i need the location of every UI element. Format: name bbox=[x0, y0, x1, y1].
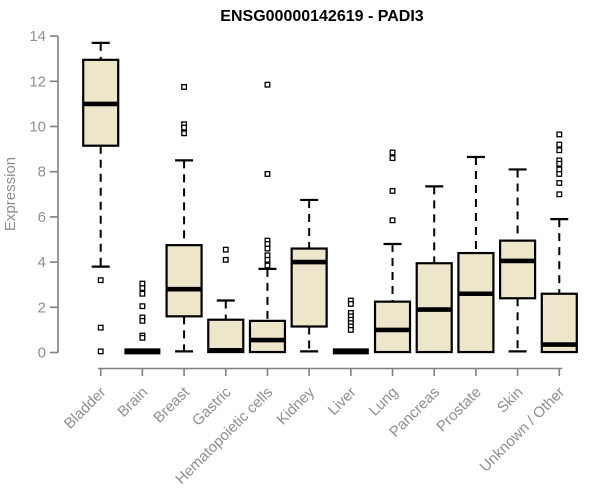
chart-title: ENSG00000142619 - PADI3 bbox=[220, 8, 423, 25]
boxplot-brain bbox=[124, 280, 161, 355]
boxplot-prostate bbox=[457, 155, 495, 354]
outlier-point bbox=[97, 324, 104, 331]
outlier-point bbox=[139, 290, 146, 297]
collapsed-median-bar bbox=[332, 348, 369, 355]
x-category-label: Kidney bbox=[274, 383, 319, 428]
outlier-point bbox=[389, 217, 396, 224]
y-tick-label: 12 bbox=[29, 73, 46, 90]
boxplot-liver bbox=[332, 297, 369, 355]
x-category-label: Skin bbox=[494, 384, 527, 417]
outlier-point bbox=[264, 81, 271, 88]
outlier-point bbox=[97, 277, 104, 284]
y-tick-label: 0 bbox=[38, 345, 46, 362]
boxplot-hematopoietic-cells bbox=[248, 81, 287, 354]
boxplot-gastric bbox=[207, 246, 245, 354]
outlier-point bbox=[347, 326, 354, 333]
outlier-point bbox=[347, 300, 354, 307]
boxplot-skin bbox=[499, 168, 537, 353]
outlier-point bbox=[181, 124, 188, 131]
x-category-label: Bladder bbox=[61, 384, 110, 433]
boxplot-pancreas bbox=[415, 185, 453, 354]
iqr-box bbox=[499, 239, 537, 300]
outlier-point bbox=[139, 303, 146, 310]
x-category-label: Brain bbox=[114, 384, 151, 421]
outlier-point bbox=[97, 348, 104, 355]
iqr-box bbox=[373, 300, 412, 354]
x-category-label: Breast bbox=[150, 383, 193, 426]
outlier-point bbox=[389, 149, 396, 156]
outlier-point bbox=[181, 84, 188, 90]
boxplot-unknown-other bbox=[540, 131, 578, 354]
y-tick-label: 6 bbox=[38, 209, 46, 226]
x-category-label: Liver bbox=[325, 384, 360, 419]
outlier-point bbox=[139, 285, 146, 292]
iqr-box bbox=[457, 251, 495, 354]
outlier-point bbox=[556, 131, 563, 138]
x-category-label: Prostate bbox=[433, 384, 485, 436]
y-axis-title: Expression bbox=[2, 157, 19, 231]
outlier-point bbox=[139, 334, 146, 341]
y-tick-label: 2 bbox=[38, 299, 46, 316]
iqr-box bbox=[248, 319, 287, 354]
outlier-point bbox=[264, 262, 271, 269]
boxplot-lung bbox=[373, 149, 412, 354]
boxplot-breast bbox=[165, 84, 203, 353]
iqr-box bbox=[207, 318, 245, 354]
boxplot-kidney bbox=[290, 198, 328, 353]
x-category-label: Lung bbox=[366, 384, 402, 420]
outlier-point bbox=[556, 171, 563, 177]
y-tick-label: 4 bbox=[38, 254, 46, 271]
outlier-point bbox=[389, 155, 396, 162]
outlier-point bbox=[556, 147, 563, 154]
outlier-point bbox=[181, 130, 188, 137]
outlier-point bbox=[556, 160, 563, 167]
collapsed-median-bar bbox=[124, 348, 161, 355]
outlier-point bbox=[222, 246, 229, 253]
outlier-point bbox=[556, 141, 563, 148]
y-tick-label: 8 bbox=[38, 164, 46, 181]
outlier-point bbox=[222, 256, 229, 263]
outlier-point bbox=[264, 171, 271, 177]
boxplot-series bbox=[82, 41, 578, 355]
boxplot-bladder bbox=[82, 41, 120, 355]
iqr-box bbox=[165, 244, 203, 318]
outlier-point bbox=[264, 256, 271, 263]
y-tick-label: 14 bbox=[29, 28, 46, 45]
outlier-point bbox=[556, 180, 563, 186]
outlier-point bbox=[556, 191, 563, 198]
outlier-point bbox=[389, 187, 396, 194]
outlier-point bbox=[264, 245, 271, 252]
outlier-point bbox=[139, 317, 146, 324]
y-tick-label: 10 bbox=[29, 119, 46, 136]
